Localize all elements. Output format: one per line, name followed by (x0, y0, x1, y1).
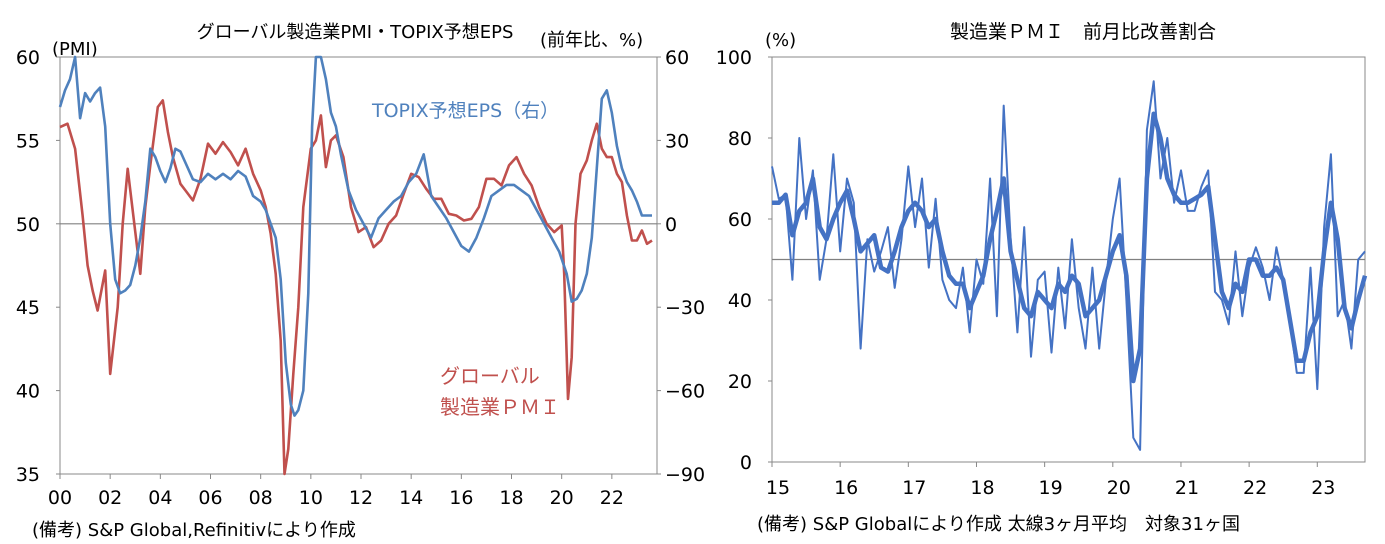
left-series-group (58, 55, 653, 476)
left-y-ticks: 60 55 50 45 40 35 (16, 47, 60, 486)
right-chart-y-tick-label: 100 (716, 47, 752, 69)
right-chart: 製造業ＰＭＩ 前月比改善割合 (%) 100 80 60 40 20 0 15 16 17 18… (716, 21, 1368, 535)
right-y-tick-label: −30 (665, 297, 705, 319)
right-chart-x-tick-label: 15 (766, 477, 790, 499)
left-chart-title: グローバル製造業PMI・TOPIX予想EPS (197, 22, 514, 43)
right-chart-y-tick-label: 40 (728, 290, 752, 312)
left-x-tick-label: 14 (399, 487, 423, 509)
left-plot-area (59, 56, 658, 475)
left-x-tick-label: 22 (600, 487, 624, 509)
left-x-tick-label: 04 (148, 487, 172, 509)
right-y-tick-label: −60 (665, 381, 705, 403)
right-source-note: (備考) S&P Globalにより作成 太線3ヶ月平均 対象31ヶ国 (757, 514, 1240, 535)
three-month-average-line (772, 111, 1368, 384)
right-chart-x-tick-label: 17 (902, 477, 926, 499)
left-x-tick-label: 00 (48, 487, 72, 509)
right-chart-y-tick-label: 80 (728, 128, 752, 150)
left-source-note: (備考) S&P Global,Refinitivにより作成 (32, 520, 356, 541)
topix-eps-label: TOPIX予想EPS（右） (371, 100, 559, 122)
left-x-tick-label: 06 (198, 487, 222, 509)
right-y-tick-label: 0 (665, 214, 677, 236)
left-y-tick-label: 60 (16, 47, 40, 69)
topix-eps-series-line (58, 55, 652, 417)
right-chart-x-tick-label: 19 (1039, 477, 1063, 499)
left-x-tick-label: 18 (499, 487, 523, 509)
pmi-label-line2: 製造業ＰＭＩ (440, 395, 560, 419)
right-y-tick-label: 60 (665, 47, 689, 69)
right-chart-x-tick-label: 23 (1311, 477, 1335, 499)
left-chart: グローバル製造業PMI・TOPIX予想EPS (PMI) (前年比、%) 60 5… (16, 22, 705, 541)
left-x-tick-label: 20 (550, 487, 574, 509)
right-chart-x-tick-label: 18 (970, 477, 994, 499)
right-axis-unit: (前年比、%) (540, 30, 643, 51)
right-chart-y-tick-label: 0 (740, 452, 752, 474)
right-chart-x-tick-label: 16 (834, 477, 858, 499)
right-y-tick-label: −90 (665, 464, 705, 486)
pmi-label-line1: グローバル (440, 364, 540, 388)
left-axis-unit: (PMI) (52, 39, 98, 60)
left-x-ticks: 00 02 04 06 08 10 12 14 16 18 20 22 (48, 474, 624, 509)
right-y-ticks: 60 30 0 −30 −60 −90 (657, 47, 705, 486)
right-chart-y-tick-label: 60 (728, 209, 752, 231)
left-y-tick-label: 35 (16, 464, 40, 486)
left-x-tick-label: 08 (249, 487, 273, 509)
right-axis-unit-pct: (%) (765, 30, 796, 51)
right-series-group (771, 80, 1368, 451)
left-x-tick-label: 12 (349, 487, 373, 509)
left-y-tick-label: 50 (16, 214, 40, 236)
left-y-tick-label: 45 (16, 297, 40, 319)
right-y-tick-label: 30 (665, 130, 689, 152)
right-chart-y-ticks: 100 80 60 40 20 0 (716, 47, 772, 474)
left-x-tick-label: 02 (98, 487, 122, 509)
right-chart-x-tick-label: 22 (1243, 477, 1267, 499)
right-chart-y-tick-label: 20 (728, 371, 752, 393)
left-y-tick-label: 55 (16, 130, 40, 152)
right-chart-x-tick-label: 20 (1107, 477, 1131, 499)
right-chart-title: 製造業ＰＭＩ 前月比改善割合 (950, 21, 1216, 43)
left-y-tick-label: 40 (16, 381, 40, 403)
right-chart-x-tick-label: 21 (1175, 477, 1199, 499)
left-x-tick-label: 10 (299, 487, 323, 509)
left-x-tick-label: 16 (449, 487, 473, 509)
right-chart-x-ticks: 15 16 17 18 19 20 21 22 23 (766, 462, 1335, 499)
